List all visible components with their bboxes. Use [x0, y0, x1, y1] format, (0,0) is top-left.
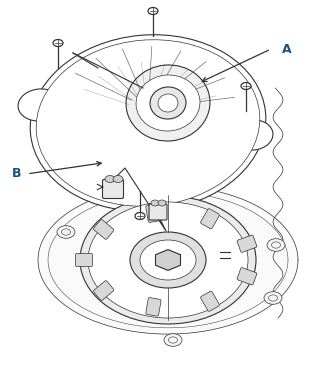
Ellipse shape [113, 175, 123, 183]
Text: B: B [12, 167, 22, 180]
Ellipse shape [57, 226, 75, 238]
FancyBboxPatch shape [76, 254, 92, 266]
FancyBboxPatch shape [201, 209, 219, 229]
Ellipse shape [150, 87, 186, 119]
FancyBboxPatch shape [103, 180, 123, 198]
Ellipse shape [30, 35, 266, 211]
Ellipse shape [164, 334, 182, 346]
Ellipse shape [53, 39, 63, 46]
Ellipse shape [105, 175, 115, 183]
Ellipse shape [241, 82, 251, 90]
Ellipse shape [140, 240, 196, 280]
FancyBboxPatch shape [237, 268, 257, 285]
Ellipse shape [267, 239, 285, 251]
Ellipse shape [18, 89, 62, 121]
Polygon shape [156, 249, 180, 270]
Ellipse shape [122, 187, 158, 215]
FancyBboxPatch shape [146, 204, 161, 222]
Ellipse shape [158, 94, 178, 112]
Ellipse shape [233, 120, 273, 150]
Text: A: A [282, 43, 292, 56]
Ellipse shape [151, 200, 159, 206]
Ellipse shape [130, 232, 206, 288]
FancyBboxPatch shape [94, 220, 114, 239]
FancyBboxPatch shape [94, 281, 114, 301]
FancyBboxPatch shape [146, 297, 161, 316]
FancyBboxPatch shape [201, 291, 219, 311]
FancyBboxPatch shape [149, 204, 167, 220]
Ellipse shape [126, 65, 210, 141]
Polygon shape [38, 186, 298, 334]
Ellipse shape [135, 212, 145, 220]
Ellipse shape [148, 8, 158, 14]
Ellipse shape [36, 40, 260, 206]
Ellipse shape [80, 196, 256, 324]
Ellipse shape [88, 202, 248, 318]
Ellipse shape [158, 200, 166, 206]
Ellipse shape [136, 75, 200, 131]
FancyBboxPatch shape [237, 235, 257, 253]
Ellipse shape [264, 292, 282, 304]
